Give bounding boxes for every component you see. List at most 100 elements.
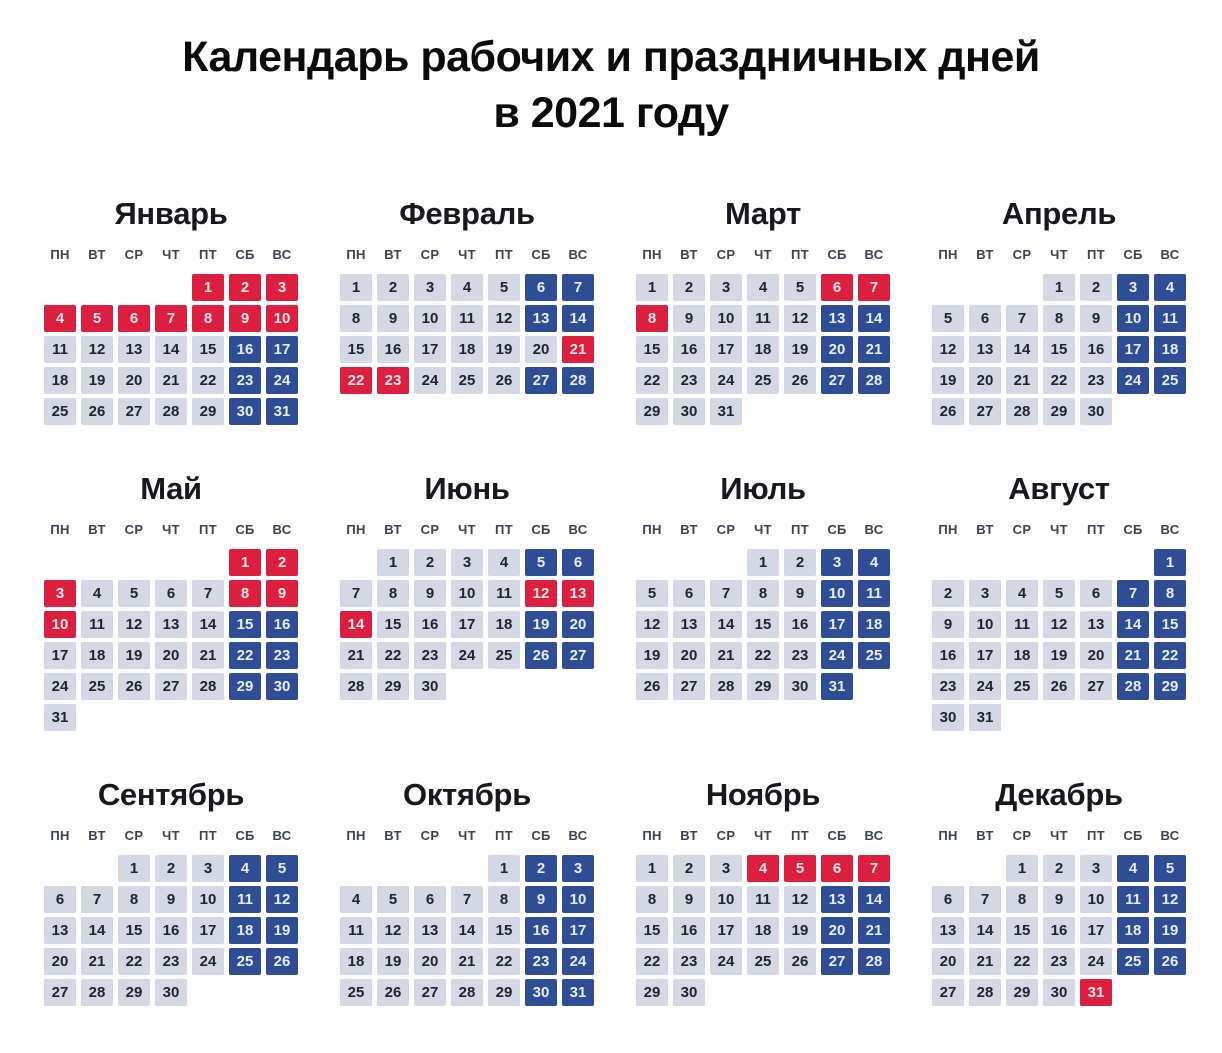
day-cell-work: 23 <box>673 947 705 975</box>
day-cell-weekend: 27 <box>525 366 557 394</box>
day-cell-work: 27 <box>155 672 187 700</box>
day-cell-work: 19 <box>488 335 520 363</box>
weekday-label: ПН <box>642 246 662 262</box>
day-cell-weekend: 29 <box>1154 672 1186 700</box>
day-cell-work: 4 <box>747 273 779 301</box>
weekday-header-row: ПН ВТ СР ЧТ ПТ СБ ВС <box>340 522 594 537</box>
weekday-label: ПТ <box>495 521 513 537</box>
day-cell-holiday: 13 <box>562 579 594 607</box>
day-cell-work: 26 <box>1043 672 1075 700</box>
weekday-label: ПН <box>642 827 662 843</box>
day-cell-work: 1 <box>636 854 668 882</box>
month-title: Сентябрь <box>97 776 245 812</box>
day-cell-work: 9 <box>1080 304 1112 332</box>
day-cell-weekend: 19 <box>266 916 298 944</box>
weekday-label: ПН <box>938 246 958 262</box>
day-cell-work: 22 <box>636 947 668 975</box>
weekday-header-row: ПН ВТ СР ЧТ ПТ СБ ВС <box>340 828 594 843</box>
day-cell-holiday: 7 <box>155 304 187 332</box>
weekday-label: ВС <box>272 246 292 262</box>
day-cell-weekend: 29 <box>229 672 261 700</box>
day-cell-work: 7 <box>1006 304 1038 332</box>
day-cell-weekend: 8 <box>1154 579 1186 607</box>
day-cell-weekend: 14 <box>858 885 890 913</box>
day-cell-holiday: 14 <box>340 610 372 638</box>
day-cell-work: 3 <box>1080 854 1112 882</box>
day-cell-work: 1 <box>488 854 520 882</box>
weekday-label: ПТ <box>791 246 809 262</box>
day-cell-work: 11 <box>451 304 483 332</box>
weekday-label: ВТ <box>976 246 994 262</box>
day-cell-work: 1 <box>340 273 372 301</box>
day-cell-empty <box>673 549 705 576</box>
day-cell-work: 20 <box>969 366 1001 394</box>
day-cell-weekend: 25 <box>229 947 261 975</box>
day-cell-work: 4 <box>81 579 113 607</box>
day-cell-weekend: 4 <box>1117 854 1149 882</box>
day-cell-holiday: 21 <box>562 335 594 363</box>
day-cell-work: 29 <box>636 978 668 1006</box>
day-cell-work: 7 <box>340 579 372 607</box>
day-cell-work: 5 <box>377 885 409 913</box>
day-cell-work: 16 <box>673 916 705 944</box>
day-cell-weekend: 30 <box>525 978 557 1006</box>
day-cell-work: 16 <box>673 335 705 363</box>
day-cell-work: 13 <box>155 610 187 638</box>
day-cell-weekend: 4 <box>858 548 890 576</box>
day-cell-empty <box>969 274 1001 301</box>
day-cell-work: 8 <box>488 885 520 913</box>
day-cell-work: 6 <box>414 885 446 913</box>
day-cell-work: 15 <box>377 610 409 638</box>
days-grid: 1 2 3 4 5 6 7 8 9 10 11 12 13 14 15 16 17 18 19 20 21 22 23 24 2… <box>44 273 298 425</box>
day-cell-weekend: 18 <box>1154 335 1186 363</box>
weekday-label: ПН <box>938 827 958 843</box>
day-cell-weekend: 4 <box>1154 273 1186 301</box>
day-cell-holiday: 6 <box>821 273 853 301</box>
day-cell-holiday: 2 <box>266 548 298 576</box>
day-cell-weekend: 31 <box>821 672 853 700</box>
day-cell-weekend: 22 <box>1154 641 1186 669</box>
weekday-label: СР <box>124 827 144 843</box>
day-cell-empty <box>636 549 668 576</box>
month-section: Июнь ПН ВТ СР ЧТ ПТ СБ ВС 1 2 3 4 5 6 7 8 9 10 11 12 13 14 15 1… <box>340 471 594 700</box>
day-cell-work: 1 <box>747 548 779 576</box>
weekday-label: ПТ <box>1087 827 1105 843</box>
day-cell-empty <box>451 855 483 882</box>
day-cell-work: 14 <box>451 916 483 944</box>
weekday-label: ВТ <box>88 246 106 262</box>
day-cell-work: 17 <box>710 916 742 944</box>
weekday-label: ЧТ <box>162 246 180 262</box>
day-cell-weekend: 16 <box>525 916 557 944</box>
day-cell-weekend: 11 <box>1154 304 1186 332</box>
day-cell-work: 19 <box>118 641 150 669</box>
day-cell-weekend: 24 <box>266 366 298 394</box>
day-cell-work: 11 <box>747 304 779 332</box>
day-cell-weekend: 13 <box>821 304 853 332</box>
day-cell-holiday: 9 <box>266 579 298 607</box>
day-cell-empty <box>44 549 76 576</box>
day-cell-holiday: 10 <box>266 304 298 332</box>
weekday-label: ПТ <box>199 827 217 843</box>
month-section: Июль ПН ВТ СР ЧТ ПТ СБ ВС 1 2 3 4 5 6 7 8 9 10 11 12 13 14 15 1… <box>636 471 890 700</box>
days-grid: 1 2 3 4 5 6 7 8 9 10 11 12 13 14 15 16 17 18 19 20 21 22 23 24 2… <box>932 548 1186 731</box>
day-cell-work: 2 <box>1043 854 1075 882</box>
day-cell-work: 15 <box>192 335 224 363</box>
weekday-header-row: ПН ВТ СР ЧТ ПТ СБ ВС <box>932 522 1186 537</box>
weekday-label: ПН <box>938 521 958 537</box>
day-cell-weekend: 19 <box>1154 916 1186 944</box>
day-cell-work: 22 <box>488 947 520 975</box>
day-cell-holiday: 10 <box>44 610 76 638</box>
day-cell-work: 13 <box>414 916 446 944</box>
day-cell-work: 15 <box>636 916 668 944</box>
day-cell-work: 22 <box>747 641 779 669</box>
day-cell-work: 9 <box>932 610 964 638</box>
day-cell-work: 2 <box>673 854 705 882</box>
day-cell-weekend: 4 <box>229 854 261 882</box>
day-cell-work: 2 <box>414 548 446 576</box>
day-cell-holiday: 8 <box>229 579 261 607</box>
day-cell-work: 25 <box>488 641 520 669</box>
day-cell-weekend: 28 <box>1117 672 1149 700</box>
day-cell-holiday: 8 <box>192 304 224 332</box>
day-cell-work: 31 <box>710 397 742 425</box>
